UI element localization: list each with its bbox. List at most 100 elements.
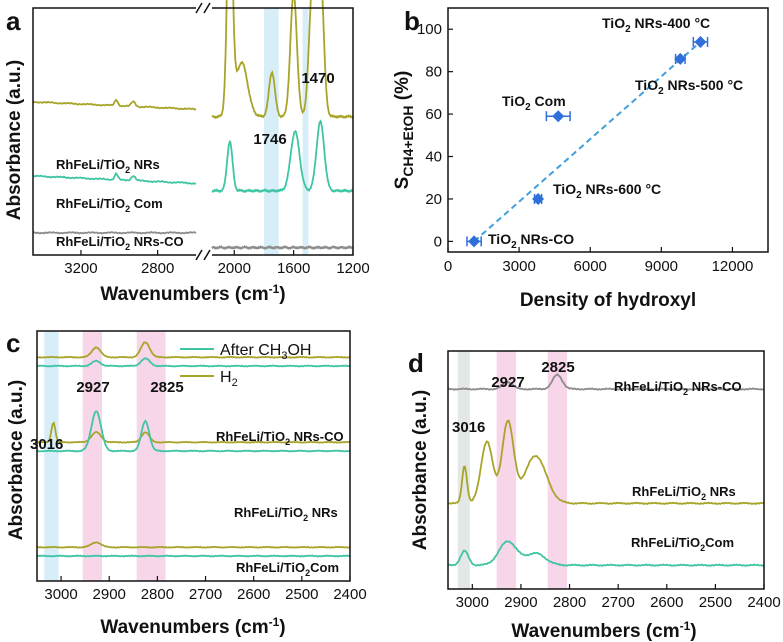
panel-b-frame <box>447 7 769 253</box>
panel-c-peak-label-2927: 2927 <box>76 379 109 396</box>
panel-b-point-label-600: TiO2 NRs-600 °C <box>553 181 661 201</box>
panel-a-peak-label-1470: 1470 <box>301 70 334 87</box>
panel-b-point-label-co: TiO2 NRs-CO <box>488 231 574 251</box>
panel-b-y-tick-label-100: 100 <box>417 21 442 38</box>
panel-a-x-tick-label-1200: 1200 <box>336 260 369 277</box>
panel-d-band-3 <box>547 351 568 589</box>
panel-d-x-tick-label-3000: 3000 <box>456 594 489 611</box>
panel-b-x-tick-label-9000: 9000 <box>645 258 678 275</box>
panel-a: 3200 2800 2000 1600 1200 a Absorbance (a.u.)… <box>4 0 370 305</box>
panel-d-peak-label-2825: 2825 <box>541 359 574 376</box>
panel-a-series-label-nrs: RhFeLi/TiO2 NRs <box>56 157 160 175</box>
panel-b-point-label-400: TiO2 NRs-400 °C <box>602 15 710 35</box>
panel-b-point-4 <box>674 52 687 65</box>
panel-c-ch3oh-spectrum-2 <box>36 410 351 453</box>
panel-b-fit-line <box>473 41 702 243</box>
panel-c-letter: c <box>6 328 20 358</box>
panel-b-point-3 <box>552 110 565 123</box>
panel-a-frame <box>32 7 354 256</box>
panel-d-series-label-nrs: RhFeLi/TiO2 NRs <box>632 484 736 502</box>
panel-c-legend: After CH3OH H2 <box>180 342 311 389</box>
panel-a-letter: a <box>6 6 21 36</box>
panel-c-peak-label-2825: 2825 <box>150 379 183 396</box>
panel-d-x-tick-label-2400: 2400 <box>747 594 780 611</box>
panel-c-x-tick-label-2900: 2900 <box>93 586 126 603</box>
panel-c-x-tick-label-2400: 2400 <box>333 586 366 603</box>
panel-c-band-3 <box>136 331 166 581</box>
panel-a-highlight-bands <box>263 8 309 255</box>
panel-a-x-tick-label-1600: 1600 <box>277 260 310 277</box>
panel-a-spectrum-right-3 <box>211 244 354 251</box>
panel-b-y-tick-label-60: 60 <box>425 106 442 123</box>
panel-a-series-label-com: RhFeLi/TiO2 Com <box>56 196 163 214</box>
panel-b-point-label-500: TiO2 NRs-500 °C <box>635 77 743 97</box>
panel-b-point-2 <box>532 192 545 205</box>
panel-b-y-tick-label-80: 80 <box>425 64 442 81</box>
panel-b: 0 3000 6000 9000 12000 0 20 40 60 80 100 b Density… <box>392 6 769 311</box>
panel-a-band-1 <box>263 8 279 255</box>
panel-c-h2-spectrum-1 <box>36 341 351 359</box>
panel-c-band-1 <box>44 331 59 581</box>
panel-b-x-tick-label-12000: 12000 <box>712 258 754 275</box>
panel-d-spectrum-1 <box>447 373 765 391</box>
panel-b-letter: b <box>404 6 420 36</box>
panel-c-h2-spectrum-3 <box>36 541 351 549</box>
panel-c-legend-label-h2: H2 <box>220 369 238 389</box>
panel-b-x-label: Density of hydroxyl <box>520 290 696 311</box>
panel-c-legend-label-ch3oh: After CH3OH <box>220 342 311 362</box>
panel-d-band-2 <box>496 351 517 589</box>
panel-a-peak-label-1746: 1746 <box>253 131 286 148</box>
panel-c-group-label-com: RhFeLi/TiO2Com <box>236 560 339 578</box>
panel-a-y-label: Absorbance (a.u.) <box>4 60 25 220</box>
panel-a-spectrum-left-3 <box>32 231 197 235</box>
panel-c-x-tick-label-2500: 2500 <box>285 586 318 603</box>
panel-d-x-ticks: 3000 2900 2800 2700 2600 2500 2400 <box>456 584 781 611</box>
panel-d-peak-label-3016: 3016 <box>452 419 485 436</box>
panel-d-x-tick-label-2800: 2800 <box>553 594 586 611</box>
panel-c-ch3oh-spectrum-3 <box>36 554 351 558</box>
panel-c-band-2 <box>82 331 103 581</box>
panel-c-ch3oh-spectrum-1 <box>36 357 351 368</box>
panel-a-spectrum-right-1 <box>211 0 354 120</box>
panel-c-x-tick-label-3000: 3000 <box>44 586 77 603</box>
panel-c-frame <box>36 330 351 582</box>
panel-d-series-label-com: RhFeLi/TiO2Com <box>631 535 734 553</box>
panel-b-point-label-com: TiO2 Com <box>502 93 566 113</box>
panel-b-y-tick-label-0: 0 <box>434 233 442 250</box>
panel-d-x-tick-label-2500: 2500 <box>699 594 732 611</box>
panel-b-ticks: 0 3000 6000 9000 12000 0 20 40 60 80 100 <box>417 21 753 275</box>
panel-c-x-tick-label-2800: 2800 <box>141 586 174 603</box>
panel-c-x-label: Wavenumbers (cm-1) <box>100 615 285 638</box>
panel-d-spectra <box>447 373 765 567</box>
panel-d-letter: d <box>408 348 424 378</box>
panel-a-x-tick-label-2000: 2000 <box>218 260 251 277</box>
panel-a-band-2 <box>302 8 309 255</box>
panel-a-spectra <box>32 0 354 251</box>
panel-a-series-label-nrs-co: RhFeLi/TiO2 NRs-CO <box>56 234 184 252</box>
panel-a-x-tick-label-2800: 2800 <box>141 260 174 277</box>
panel-b-x-tick-label-3000: 3000 <box>502 258 535 275</box>
panel-c-spectra <box>36 341 351 558</box>
panel-d-x-tick-label-2600: 2600 <box>650 594 683 611</box>
panel-d-series-label-nrs-co: RhFeLi/TiO2 NRs-CO <box>614 379 742 397</box>
panel-a-spectrum-left-1 <box>32 98 197 111</box>
panel-c-peak-label-3016: 3016 <box>30 436 63 453</box>
panel-d-spectrum-3 <box>447 540 765 567</box>
panel-b-fit-dashed-line <box>473 41 702 243</box>
panel-c-x-tick-label-2600: 2600 <box>237 586 270 603</box>
panel-b-point-1 <box>468 235 481 248</box>
panel-a-x-label: Wavenumbers (cm-1) <box>100 282 285 305</box>
panel-b-y-tick-label-20: 20 <box>425 191 442 208</box>
panel-d-spectrum-2 <box>447 419 765 506</box>
panel-d: 3000 2900 2800 2700 2600 2500 2400 d Absorbanc… <box>408 348 781 642</box>
panel-d-x-label: Wavenumbers (cm-1) <box>511 619 696 642</box>
panel-a-x-tick-label-3200: 3200 <box>64 260 97 277</box>
panel-d-peak-label-2927: 2927 <box>491 374 524 391</box>
panel-c-x-tick-label-2700: 2700 <box>189 586 222 603</box>
panel-b-y-tick-label-40: 40 <box>425 149 442 166</box>
panel-a-x-ticks: 3200 2800 2000 1600 1200 <box>64 250 370 277</box>
panel-c-group-label-nrs: RhFeLi/TiO2 NRs <box>234 505 338 523</box>
panel-c-x-ticks: 3000 2900 2800 2700 2600 2500 2400 <box>44 576 367 603</box>
panel-a-spectrum-left-2 <box>32 171 197 185</box>
